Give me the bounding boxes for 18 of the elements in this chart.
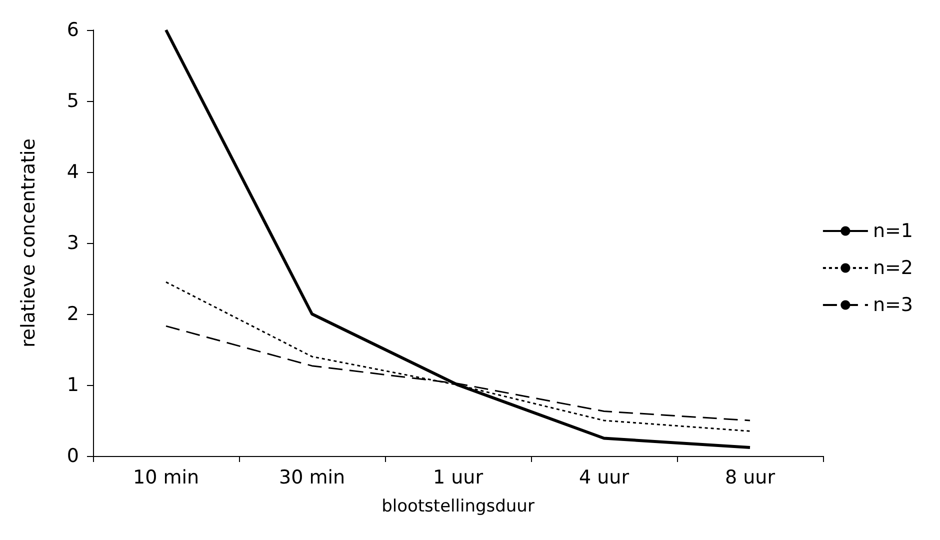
y-tick-label: 2: [66, 303, 79, 325]
line-series: [164, 28, 752, 449]
legend-label: n=2: [872, 257, 914, 279]
y-tick-label: 6: [66, 19, 79, 41]
x-tick-label: 4 uur: [578, 466, 630, 488]
legend-label: n=1: [872, 220, 914, 242]
x-tick-label: 1 uur: [432, 466, 484, 488]
y-axis-title: relatieve concentratie: [18, 138, 40, 348]
y-tick-label: 4: [66, 161, 79, 183]
y-tick-label: 3: [66, 232, 79, 254]
x-tick-label: 8 uur: [724, 466, 776, 488]
legend-label: n=3: [872, 294, 914, 316]
y-tick-label: 0: [66, 445, 79, 467]
y-tick-label: 1: [66, 374, 79, 396]
x-tick-label: 30 min: [278, 466, 346, 488]
x-axis-title: blootstellingsduur: [382, 496, 534, 516]
x-tick-label: 10 min: [132, 466, 200, 488]
y-tick-label: 5: [66, 90, 79, 112]
